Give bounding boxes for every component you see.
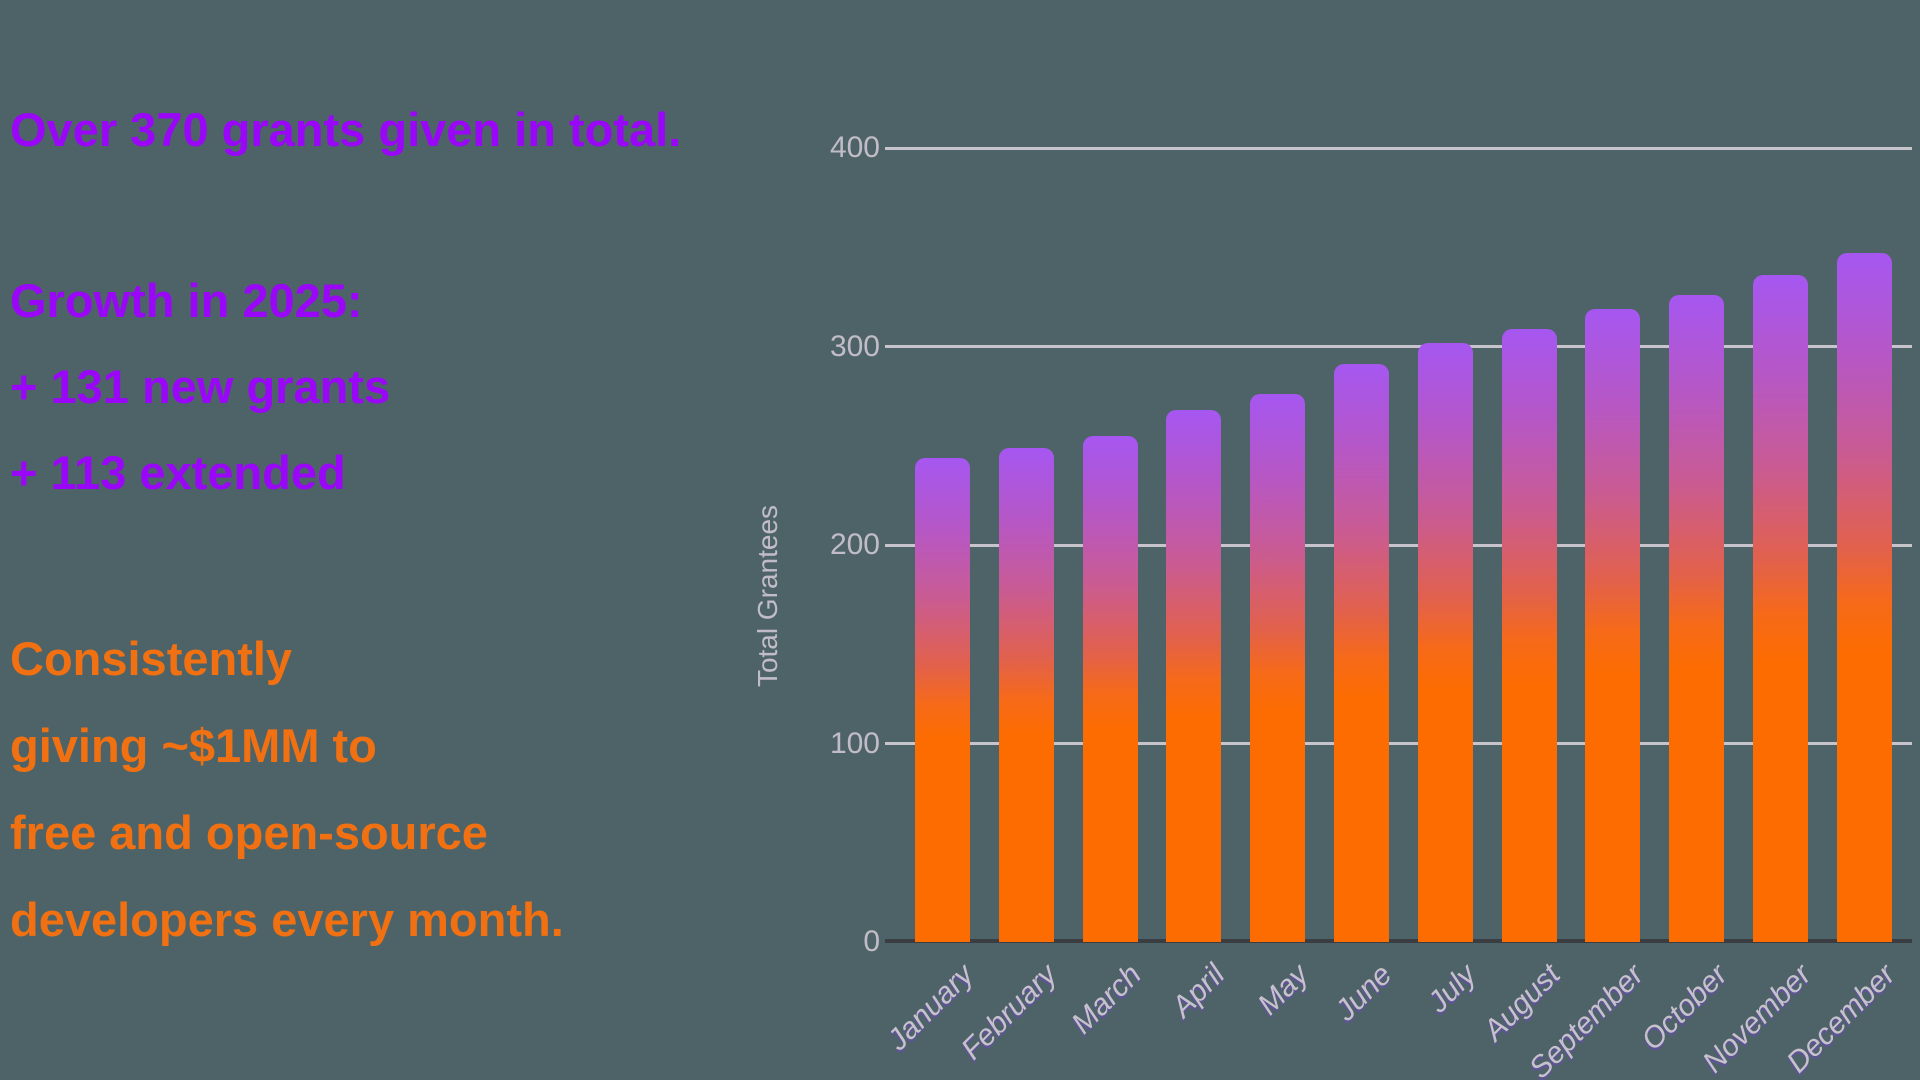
x-tick-label-july: July [1421, 958, 1483, 1020]
y-tick-label-400: 400 [829, 131, 880, 164]
bar-april [1166, 410, 1222, 942]
giving-line-2: giving ~$1MM to [10, 719, 377, 772]
bar-december [1836, 253, 1892, 942]
bar-june [1334, 364, 1389, 942]
bar-july [1417, 342, 1473, 942]
headline-total-grants: Over 370 grants given in total. [10, 103, 682, 156]
bar-november [1753, 275, 1808, 942]
giving-line-3: free and open-source [10, 806, 488, 859]
x-axis-baseline [885, 939, 1912, 943]
bar-october [1669, 294, 1725, 942]
x-tick-label-june: June [1329, 958, 1399, 1028]
bar-february [998, 447, 1054, 942]
x-tick-label-march: March [1065, 958, 1148, 1041]
x-tick-label-april: April [1165, 958, 1232, 1024]
bar-may [1250, 394, 1306, 942]
gridline-200 [885, 543, 1912, 547]
growth-heading: Growth in 2025: [10, 274, 363, 327]
bar-march [1082, 435, 1138, 942]
bar-september [1585, 308, 1641, 942]
y-axis-title: Total Grantees [752, 504, 783, 688]
growth-extended: + 113 extended [10, 446, 346, 499]
y-tick-label-100: 100 [829, 726, 880, 760]
bar-august [1501, 328, 1557, 942]
y-tick-label-300: 300 [829, 329, 880, 363]
gridline-100 [885, 742, 1912, 745]
giving-line-1: Consistently [10, 632, 293, 685]
growth-new-grants: + 131 new grants [10, 360, 391, 413]
gridline-300 [885, 345, 1912, 348]
x-tick-label-may: May [1251, 958, 1316, 1022]
bar-january [915, 457, 970, 942]
y-tick-label-0: 0 [863, 925, 880, 958]
gridline-400 [885, 146, 1912, 150]
y-tick-label-200: 200 [829, 528, 880, 561]
giving-line-4: developers every month. [10, 893, 564, 946]
